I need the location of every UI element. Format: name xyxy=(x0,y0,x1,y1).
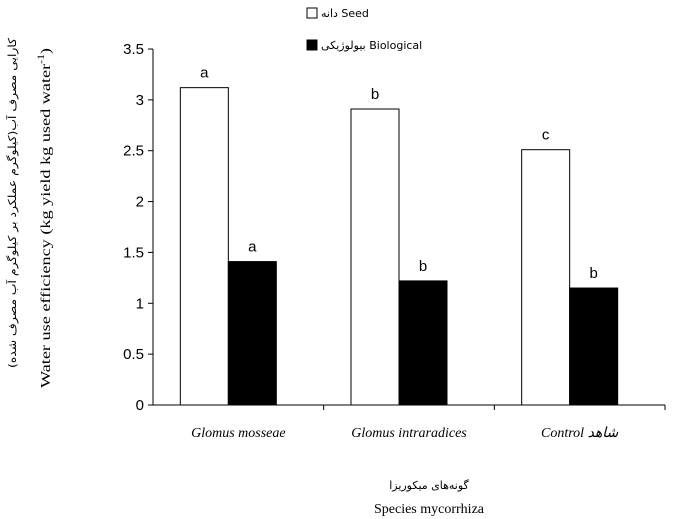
y-tick-label: 2 xyxy=(136,194,144,211)
y-tick-label: 2.5 xyxy=(123,143,144,160)
x-axis-title: Species mycorrhiza xyxy=(374,502,485,517)
x-axis-title-fa: گونه‌های میکوریزا xyxy=(389,479,469,492)
x-tick-label: Glomus intraradices xyxy=(351,426,467,441)
y-axis-title-sup: -1 xyxy=(36,54,46,64)
y-axis-title-fa: کارایی مصرف آب(کیلوگرم عملکرد بر کیلوگرم… xyxy=(5,37,19,368)
bar-letter-label: a xyxy=(248,239,257,256)
bar-biological xyxy=(569,287,619,406)
y-tick-label: 0 xyxy=(136,397,144,414)
legend-swatch-biological xyxy=(306,39,318,51)
x-ticks: Glomus mosseae Glomus intraradices Control… xyxy=(191,405,666,441)
y-tick-label: 1 xyxy=(136,295,144,312)
bar-letter-label: a xyxy=(200,65,209,82)
y-tick-label: 0.5 xyxy=(123,346,144,363)
y-axis-title-main: Water use efficiency (kg yield kg used w… xyxy=(39,63,54,388)
x-tick-label: Control شاهد xyxy=(541,426,619,441)
y-tick-label: 3 xyxy=(136,92,144,109)
y-axis-title: Water use efficiency (kg yield kg used w… xyxy=(36,48,54,388)
bar-seed xyxy=(350,108,400,406)
legend-label-seed: دانه Seed xyxy=(321,7,369,20)
bar-letter-label: b xyxy=(589,265,597,282)
y-tick-label: 3.5 xyxy=(123,41,144,58)
bar-biological xyxy=(227,261,277,406)
y-axis-title-close: ) xyxy=(39,48,54,55)
y-ticks: 0 0.5 1 1.5 2 2.5 3 3.5 xyxy=(123,41,153,414)
legend: دانه Seed بیولوژیکی Biological xyxy=(306,7,422,52)
bar-seed xyxy=(521,149,571,406)
bars: a a b b c b xyxy=(179,65,619,406)
bar-letter-label: c xyxy=(542,127,550,144)
bar-letter-label: b xyxy=(419,258,427,275)
legend-label-biological: بیولوژیکی Biological xyxy=(321,39,422,52)
bar-biological xyxy=(398,280,448,406)
bar-letter-label: b xyxy=(371,86,379,103)
bar-seed xyxy=(179,87,229,406)
x-tick-label: Glomus mosseae xyxy=(191,426,286,441)
legend-swatch-seed xyxy=(306,7,318,19)
y-tick-label: 1.5 xyxy=(123,244,144,261)
